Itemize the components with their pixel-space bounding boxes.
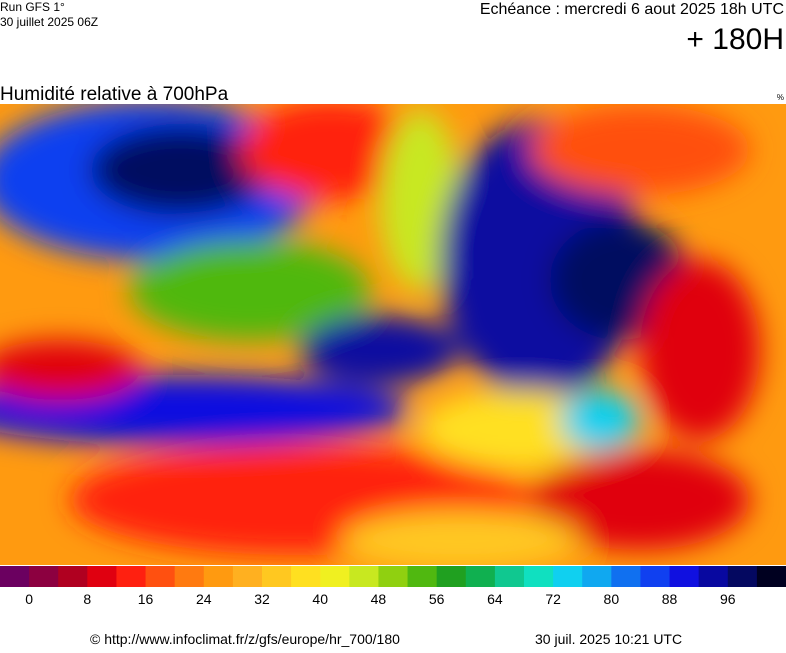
colorbar-tick-label: 88 (662, 591, 678, 607)
generated-time: 30 juil. 2025 10:21 UTC (535, 631, 682, 647)
lead-time: + 180H (686, 23, 784, 56)
colorbar-box (553, 566, 583, 587)
colorbar-box (465, 566, 496, 587)
colorbar-box (524, 566, 554, 587)
colorbar-tick-label: 40 (312, 591, 328, 607)
colorbar-box (756, 566, 786, 587)
colorbar-box (58, 566, 88, 587)
valid-time: Echéance : mercredi 6 aout 2025 18h UTC (480, 1, 784, 18)
colorbar-box (174, 566, 205, 587)
colorbar-tick-label: 64 (487, 591, 503, 607)
unit: % (777, 93, 784, 102)
colorbar-box (29, 566, 59, 587)
colorbar-box (291, 566, 321, 587)
colorbar-tick-label: 48 (371, 591, 387, 607)
colorbar-box (87, 566, 117, 587)
colorbar-box (436, 566, 467, 587)
colorbar-box (0, 566, 30, 587)
colorbar-box (262, 566, 292, 587)
colorbar-tick-label: 96 (720, 591, 736, 607)
colorbar-box (116, 566, 147, 587)
colorbar-box (407, 566, 438, 587)
source-url: © http://www.infoclimat.fr/z/gfs/europe/… (90, 631, 400, 647)
colorbar-box (494, 566, 525, 587)
colorbar-box (669, 566, 700, 587)
map-title: Humidité relative à 700hPa (0, 84, 229, 105)
colorbar-tick-label: 80 (604, 591, 620, 607)
colorbar-tick-label: 16 (138, 591, 154, 607)
colorbar-tick-label: 0 (25, 591, 33, 607)
colorbar-tick-label: 32 (254, 591, 270, 607)
colorbar-box (349, 566, 379, 587)
run-label: Run GFS 1° (0, 0, 65, 14)
colorbar-tick-label: 72 (545, 591, 561, 607)
colorbar-tick-label: 8 (83, 591, 91, 607)
colorbar-box (145, 566, 176, 587)
run-date: 30 juillet 2025 06Z (0, 15, 98, 29)
colorbar-box (232, 566, 263, 587)
colorbar-box (582, 566, 612, 587)
colorbar-box (698, 566, 729, 587)
colorbar-box (320, 566, 350, 587)
humidity-field (0, 104, 786, 565)
colorbar-box (727, 566, 758, 587)
colorbar-box (611, 566, 641, 587)
colorbar-box (640, 566, 671, 587)
colorbar-box (203, 566, 234, 587)
colorbar-tick-label: 56 (429, 591, 445, 607)
colorbar-tick-label: 24 (196, 591, 212, 607)
colorbar: 0 8 16 24 32 40 48 56 64 72 80 88 96 (0, 566, 786, 607)
colorbar-box (378, 566, 409, 587)
